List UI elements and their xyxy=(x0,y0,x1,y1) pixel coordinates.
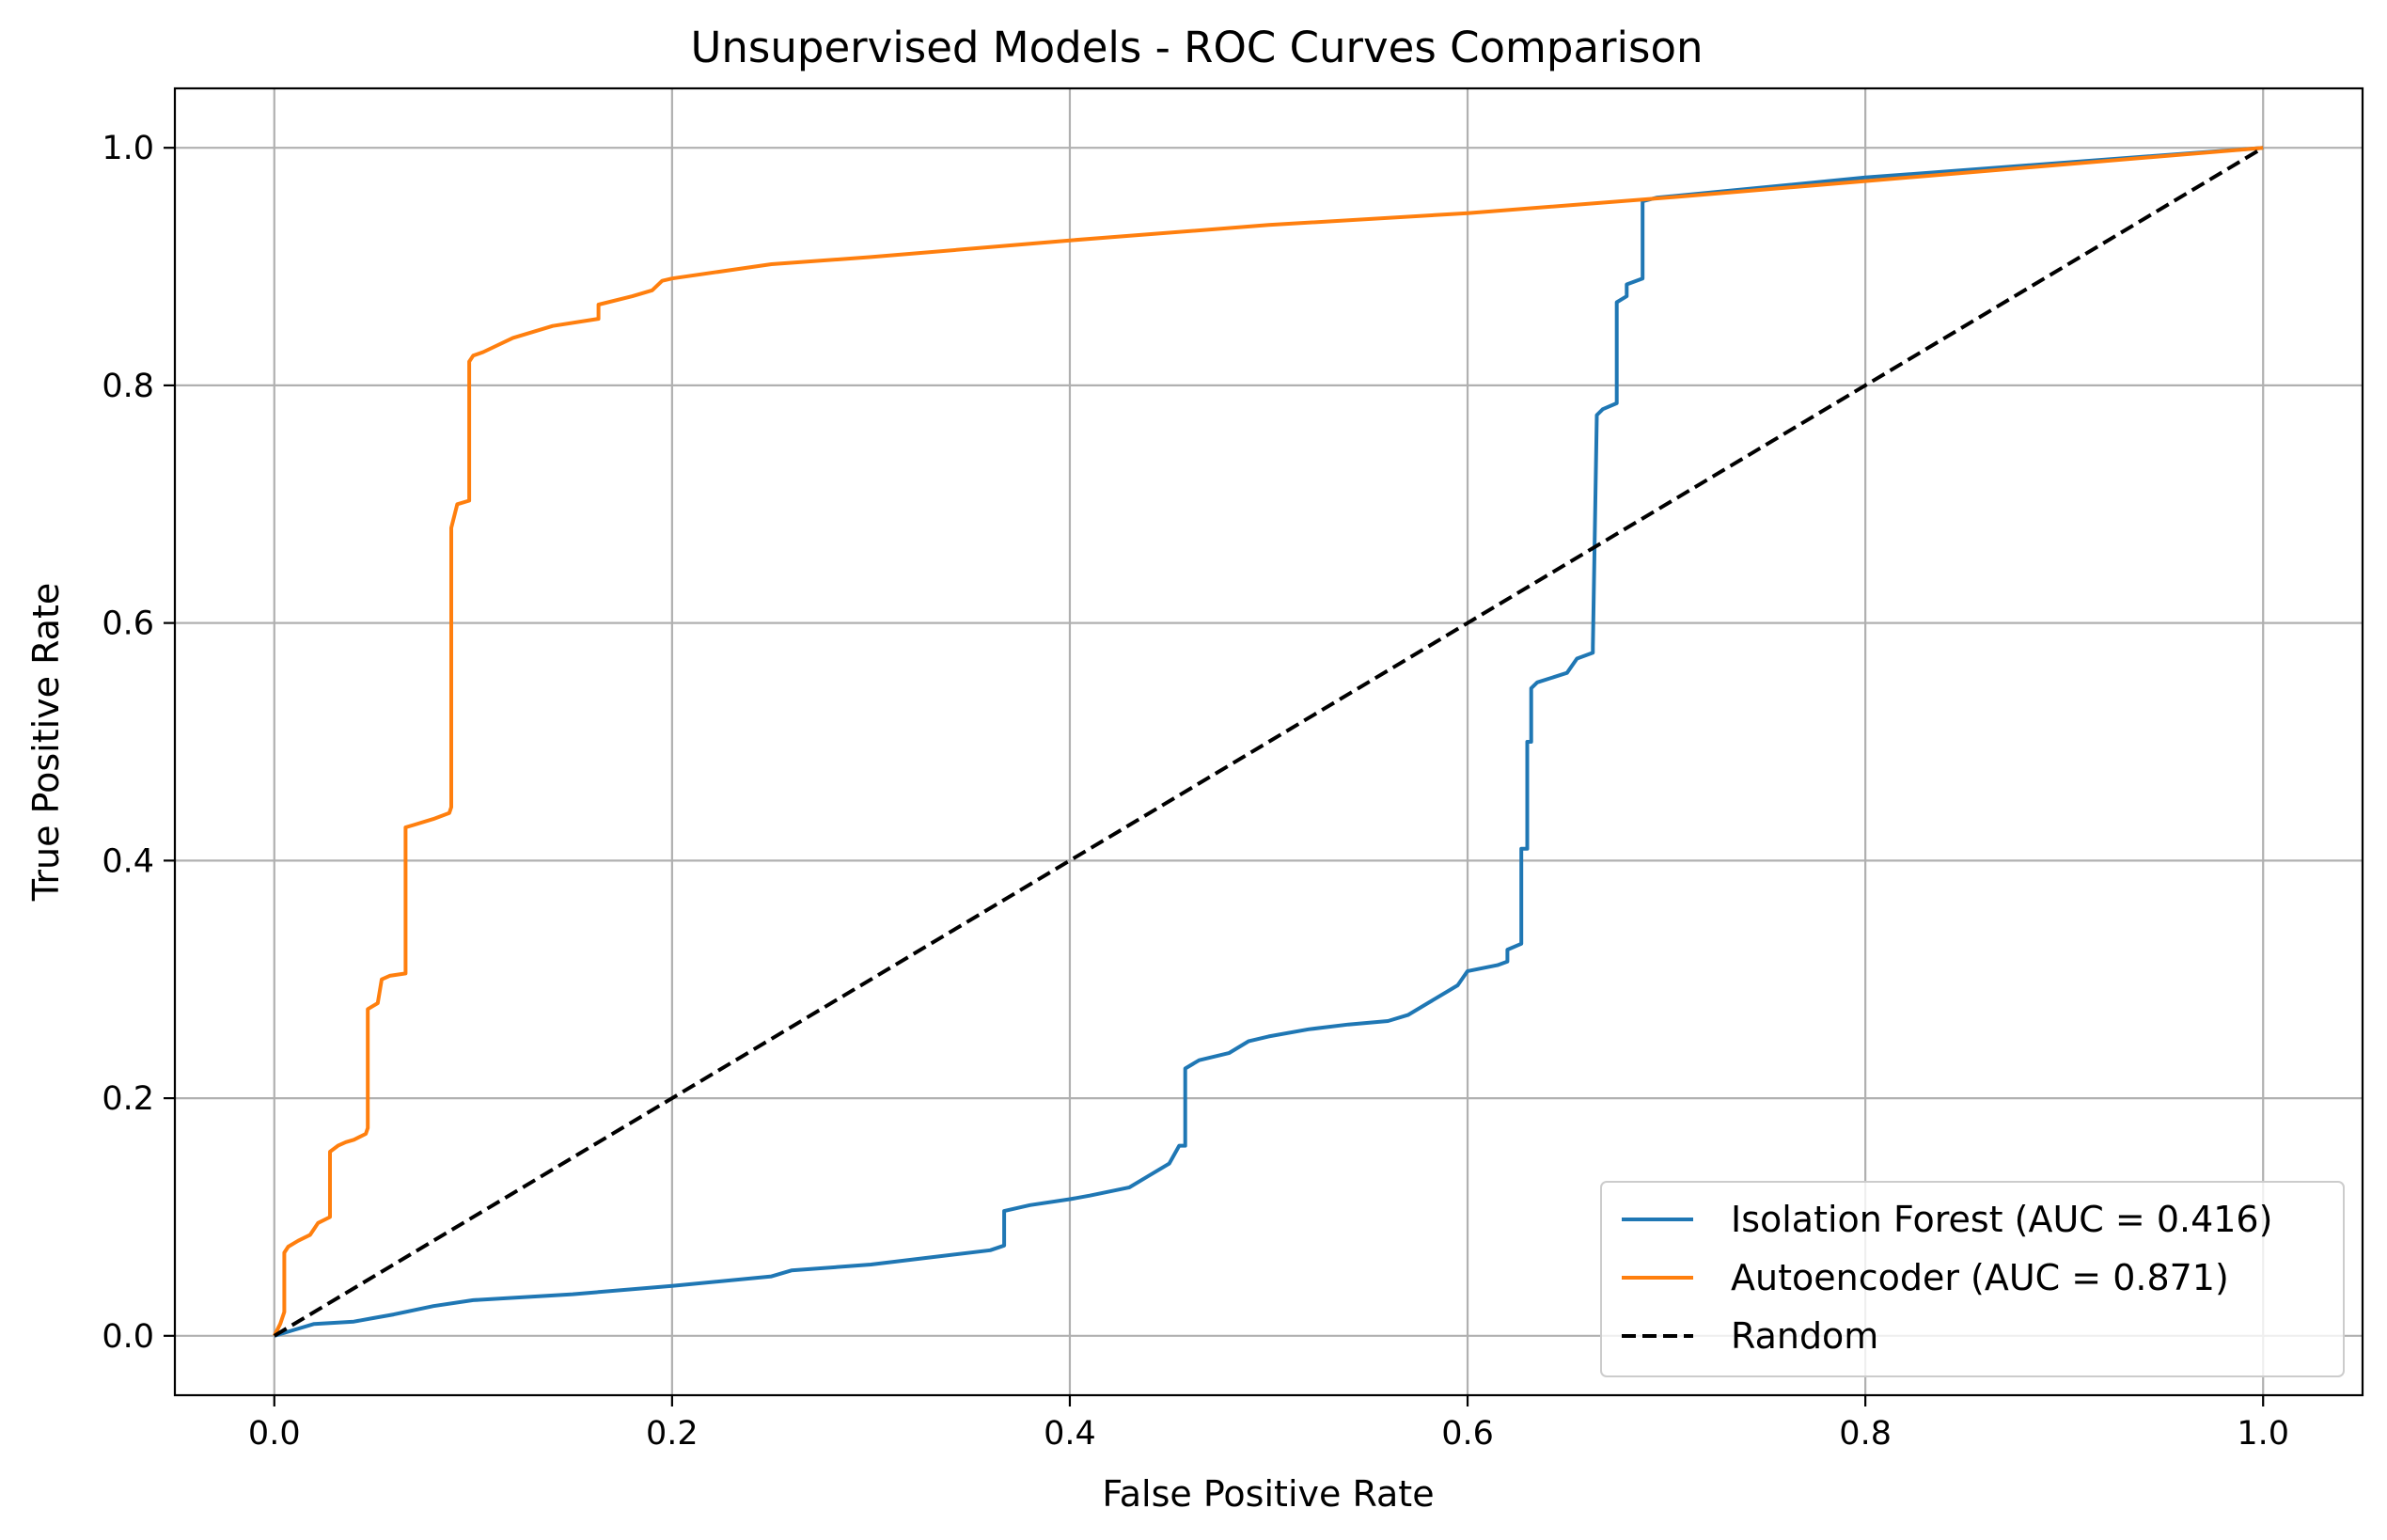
chart-title: Unsupervised Models - ROC Curves Compari… xyxy=(690,23,1703,72)
legend-box xyxy=(1600,1181,2345,1377)
ticks: 0.0 0.2 0.4 0.6 0.8 1.0 0.0 0.2 0.4 0.6 0.8 1.0 xyxy=(102,130,2289,1453)
y-tick-label: 0.2 xyxy=(102,1080,154,1118)
y-tick-label: 0.0 xyxy=(102,1318,154,1356)
legend: Isolation Forest (AUC = 0.416) Autoencode… xyxy=(1600,1181,2345,1377)
legend-label: Isolation Forest (AUC = 0.416) xyxy=(1731,1199,2272,1240)
series-line-0 xyxy=(274,146,2264,1338)
x-tick-label: 0.0 xyxy=(248,1415,301,1453)
legend-label: Random xyxy=(1731,1315,1878,1357)
x-axis-label: False Positive Rate xyxy=(1102,1473,1434,1515)
series-line-2 xyxy=(273,146,2265,1338)
x-tick-label: 0.6 xyxy=(1441,1415,1494,1453)
plot-frame xyxy=(173,86,2364,1397)
x-tick-label: 0.8 xyxy=(1839,1415,1892,1453)
x-tick-label: 0.2 xyxy=(646,1415,699,1453)
series-layer xyxy=(273,146,2265,1338)
legend-label: Autoencoder (AUC = 0.871) xyxy=(1731,1257,2229,1298)
series-line-1 xyxy=(273,146,2264,1337)
y-tick-label: 1.0 xyxy=(102,130,154,167)
x-tick-label: 1.0 xyxy=(2237,1415,2289,1453)
y-axis-label: True Positive Rate xyxy=(25,583,67,903)
y-tick-label: 0.4 xyxy=(102,842,154,880)
y-tick-label: 0.8 xyxy=(102,368,154,405)
y-tick-label: 0.6 xyxy=(102,605,154,643)
x-tick-label: 0.4 xyxy=(1044,1415,1096,1453)
